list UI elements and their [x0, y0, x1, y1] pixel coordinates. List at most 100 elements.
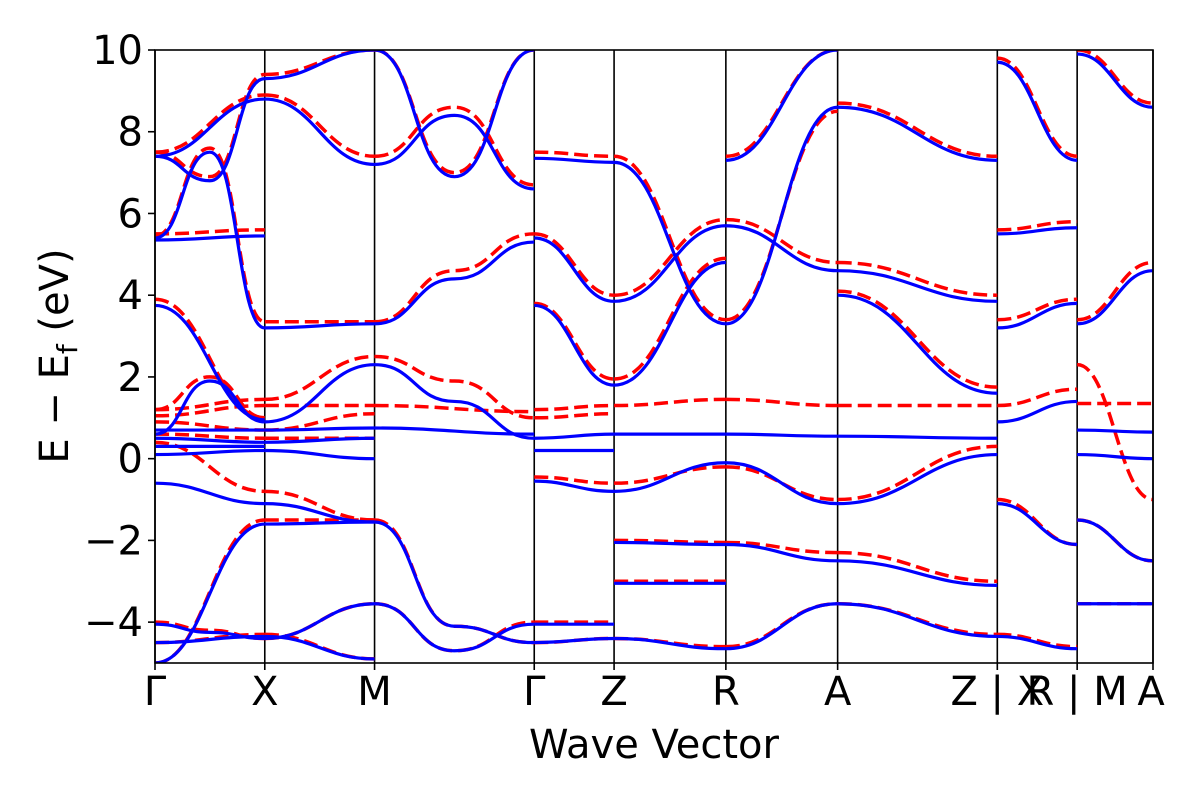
x-tick-label: R | M: [1027, 669, 1128, 715]
reference-band: [837, 550, 998, 584]
model-band: [264, 602, 375, 641]
reference-band: [997, 297, 1078, 322]
y-axis-label-unit: (eV): [32, 248, 78, 344]
model-band: [155, 481, 265, 506]
reference-band: [374, 403, 535, 414]
reference-band: [264, 354, 375, 402]
reference-band: [155, 93, 265, 154]
model-band: [997, 634, 1078, 651]
reference-band: [725, 397, 838, 408]
x-tick-label: Z | X: [950, 669, 1044, 715]
y-tick-label: 0: [118, 437, 143, 483]
x-tick-label: Γ: [523, 669, 546, 715]
reference-band: [155, 440, 265, 494]
reference-band: [613, 154, 727, 322]
x-tick-label: A: [824, 669, 852, 715]
x-tick-label: X: [251, 669, 278, 715]
model-band: [725, 461, 838, 506]
model-band: [264, 436, 375, 444]
reference-band: [264, 93, 375, 159]
model-band: [1077, 518, 1153, 563]
model-band: [264, 448, 375, 461]
model-band: [613, 160, 727, 326]
reference-band: [155, 228, 265, 236]
model-band: [837, 269, 998, 303]
model-band: [837, 602, 998, 639]
model-band: [534, 636, 615, 645]
model-band: [155, 234, 265, 242]
model-band: [155, 379, 265, 436]
model-band: [997, 226, 1078, 236]
model-band: [264, 50, 375, 81]
reference-band: [374, 105, 535, 187]
reference-band: [534, 150, 615, 159]
reference-band: [264, 50, 375, 77]
x-tick-label: A: [1137, 669, 1165, 715]
model-band: [534, 156, 615, 164]
model-band: [264, 520, 375, 526]
model-band: [725, 50, 838, 162]
model-band: [725, 224, 838, 273]
model-band: [614, 540, 726, 547]
model-band: [837, 293, 998, 395]
reference-band: [155, 375, 265, 420]
x-tick-label: R: [712, 669, 740, 715]
y-tick-label: −2: [84, 518, 143, 564]
model-band: [374, 602, 535, 653]
model-band: [837, 559, 998, 587]
reference-band: [997, 56, 1078, 159]
model-band: [534, 303, 615, 387]
model-band: [613, 260, 726, 387]
reference-band: [614, 465, 726, 485]
model-band: [155, 97, 265, 158]
reference-band: [725, 465, 838, 502]
y-tick-label: 8: [118, 110, 143, 156]
x-tick-label: Γ: [144, 669, 167, 715]
reference-band: [374, 354, 535, 420]
reference-band: [614, 397, 726, 408]
y-tick-label: 2: [118, 355, 143, 401]
model-band: [614, 636, 726, 651]
reference-band: [997, 632, 1078, 649]
model-band: [837, 434, 998, 440]
reference-band: [837, 444, 998, 502]
reference-band: [155, 72, 266, 179]
model-band: [534, 236, 615, 303]
model-band: [725, 432, 838, 438]
model-band: [614, 224, 726, 303]
model-band: [997, 60, 1078, 162]
model-band: [264, 363, 375, 424]
x-tick-label: M: [357, 669, 392, 715]
model-band: [155, 448, 265, 457]
model-band: [837, 105, 998, 162]
x-tick-label: Z: [600, 669, 627, 715]
model-band: [374, 426, 535, 436]
model-band: [264, 97, 375, 167]
model-band: [155, 436, 265, 444]
reference-band: [155, 397, 265, 412]
y-tick-label: −4: [84, 600, 143, 646]
model-band: [997, 399, 1078, 424]
model-band: [1077, 428, 1153, 434]
reference-band: [837, 260, 998, 297]
reference-band: [534, 411, 615, 420]
model-band: [155, 150, 266, 330]
reference-band: [1077, 50, 1153, 105]
model-band: [534, 479, 615, 493]
y-axis-label: E − Ef (eV): [32, 248, 84, 463]
reference-band: [155, 518, 265, 663]
reference-band: [837, 289, 998, 389]
model-band: [725, 105, 838, 326]
reference-band: [534, 232, 615, 297]
reference-band: [534, 301, 615, 381]
model-band: [534, 432, 615, 440]
model-band: [997, 301, 1078, 330]
y-tick-label: 6: [118, 191, 143, 237]
reference-band: [374, 232, 535, 324]
model-band: [725, 602, 838, 651]
model-band: [155, 522, 265, 663]
model-band: [264, 322, 375, 330]
model-band: [374, 520, 535, 645]
reference-band: [534, 475, 615, 485]
